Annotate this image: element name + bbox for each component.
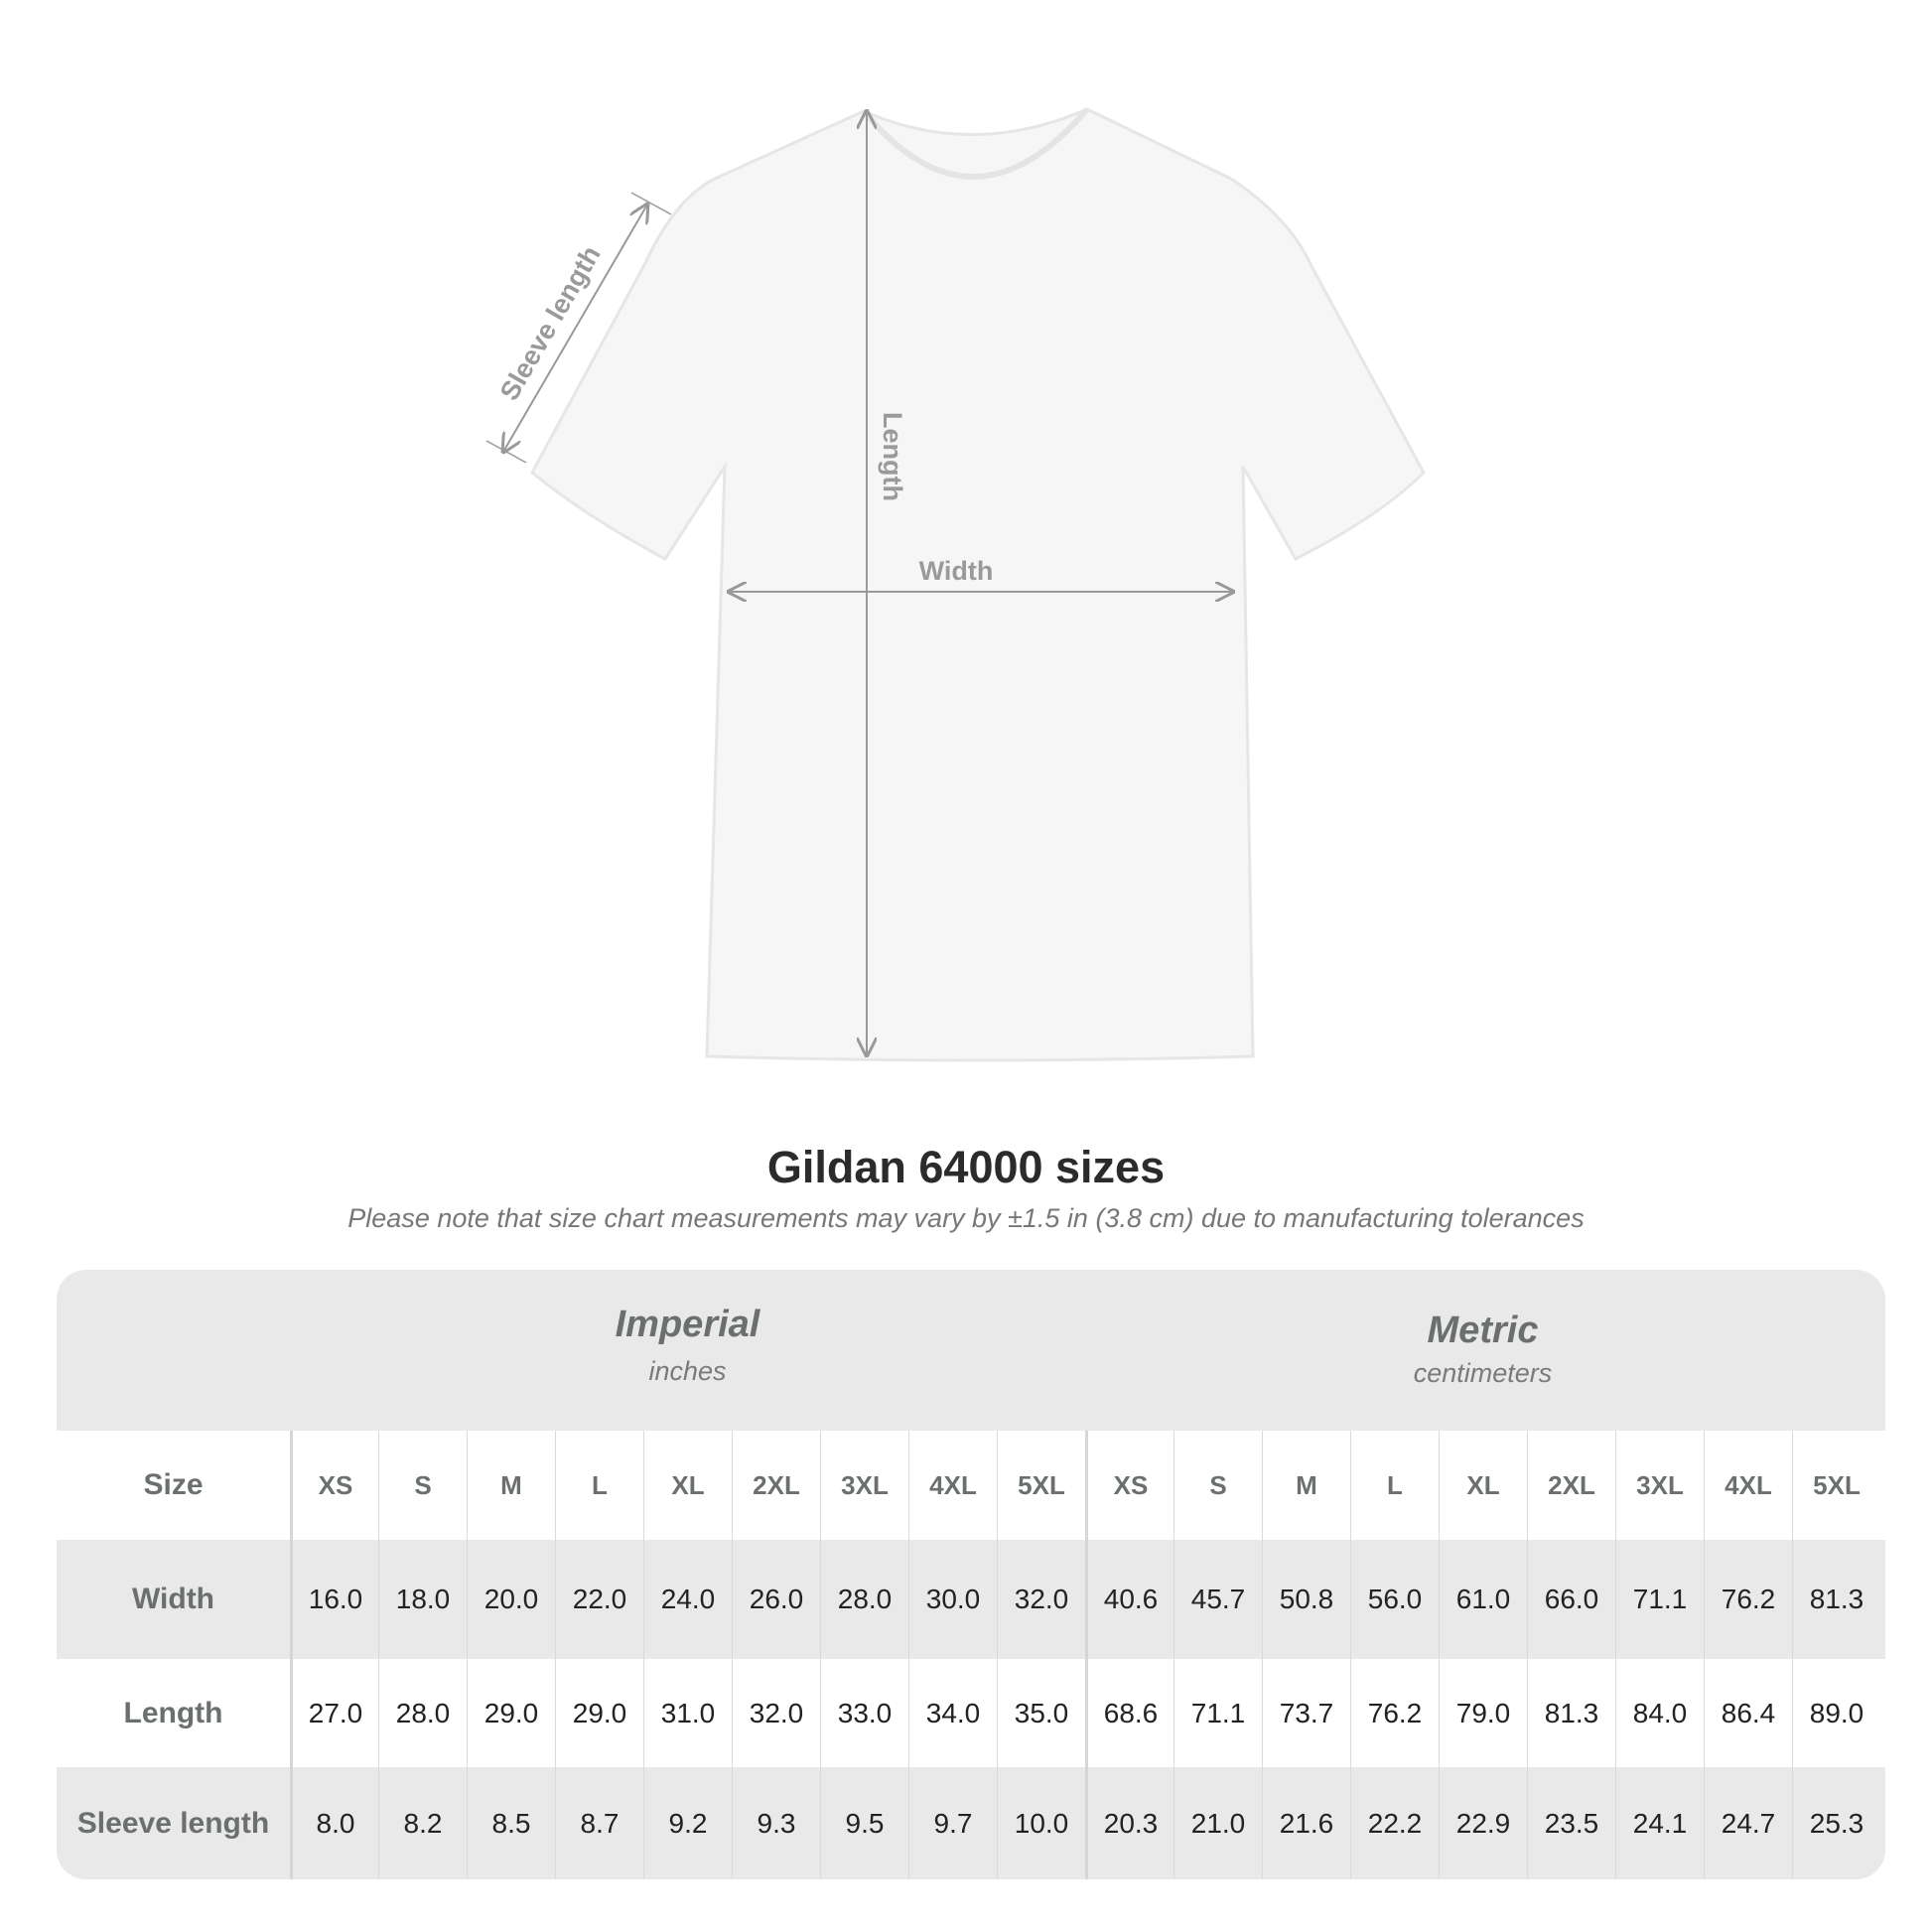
imperial-value-cell: 27.0	[290, 1659, 378, 1767]
imperial-size-header: 4XL	[908, 1431, 997, 1540]
imperial-value-cell: 8.0	[290, 1767, 378, 1879]
imperial-value-cell: 9.2	[643, 1767, 732, 1879]
tolerance-note: Please note that size chart measurements…	[347, 1203, 1585, 1233]
metric-title: Metric	[1427, 1310, 1539, 1351]
metric-size-header: 2XL	[1527, 1431, 1615, 1540]
metric-value-cell: 40.6	[1085, 1540, 1173, 1659]
imperial-value-cell: 9.5	[820, 1767, 908, 1879]
metric-value-cell: 71.1	[1615, 1540, 1704, 1659]
metric-value-cell: 73.7	[1262, 1659, 1350, 1767]
metric-value-cell: 25.3	[1792, 1767, 1880, 1879]
metric-value-cell: 71.1	[1173, 1659, 1262, 1767]
imperial-unit: inches	[648, 1356, 727, 1386]
metric-value-cell: 21.0	[1173, 1767, 1262, 1879]
imperial-value-cell: 26.0	[732, 1540, 820, 1659]
metric-value-cell: 24.7	[1704, 1767, 1792, 1879]
metric-unit: centimeters	[1413, 1358, 1553, 1388]
imperial-header: Imperial inches	[290, 1270, 1085, 1431]
metric-value-cell: 20.3	[1085, 1767, 1173, 1879]
imperial-size-header: S	[378, 1431, 467, 1540]
width-label: Width	[919, 556, 994, 586]
metric-value-cell: 68.6	[1085, 1659, 1173, 1767]
metric-size-header: S	[1173, 1431, 1262, 1540]
imperial-value-cell: 31.0	[643, 1659, 732, 1767]
metric-value-cell: 66.0	[1527, 1540, 1615, 1659]
metric-size-header: M	[1262, 1431, 1350, 1540]
imperial-value-cell: 22.0	[555, 1540, 643, 1659]
imperial-value-cell: 10.0	[997, 1767, 1085, 1879]
imperial-value-cell: 8.7	[555, 1767, 643, 1879]
imperial-value-cell: 35.0	[997, 1659, 1085, 1767]
imperial-value-cell: 30.0	[908, 1540, 997, 1659]
metric-value-cell: 79.0	[1439, 1659, 1527, 1767]
imperial-title: Imperial	[615, 1304, 760, 1345]
imperial-size-header: M	[467, 1431, 555, 1540]
imperial-value-cell: 16.0	[290, 1540, 378, 1659]
row-label: Sleeve length	[76, 1806, 270, 1840]
imperial-value-cell: 28.0	[378, 1659, 467, 1767]
collar	[861, 107, 1090, 180]
imperial-value-cell: 24.0	[643, 1540, 732, 1659]
imperial-value-cell: 18.0	[378, 1540, 467, 1659]
metric-size-header: 5XL	[1792, 1431, 1880, 1540]
metric-size-header: 3XL	[1615, 1431, 1704, 1540]
imperial-value-cell: 28.0	[820, 1540, 908, 1659]
metric-value-cell: 21.6	[1262, 1767, 1350, 1879]
imperial-value-cell: 20.0	[467, 1540, 555, 1659]
metric-value-cell: 76.2	[1704, 1540, 1792, 1659]
imperial-value-cell: 29.0	[467, 1659, 555, 1767]
imperial-size-header: L	[555, 1431, 643, 1540]
metric-value-cell: 76.2	[1350, 1659, 1439, 1767]
table-row: Length 27.0 28.0 29.0 29.0 31.0 32.0 33.0 34.0 35…	[57, 1659, 1885, 1767]
metric-value-cell: 89.0	[1792, 1659, 1880, 1767]
size-header-row: Size XS S M L XL 2XL 3XL 4XL 5XL XS S M L XL 2XL 3XL 4XL 5…	[57, 1431, 1885, 1540]
imperial-value-cell: 32.0	[997, 1540, 1085, 1659]
imperial-size-header: 5XL	[997, 1431, 1085, 1540]
imperial-value-cell: 29.0	[555, 1659, 643, 1767]
imperial-size-header: XL	[643, 1431, 732, 1540]
metric-value-cell: 86.4	[1704, 1659, 1792, 1767]
length-label: Length	[878, 412, 907, 501]
imperial-size-header: 3XL	[820, 1431, 908, 1540]
imperial-size-header: 2XL	[732, 1431, 820, 1540]
sleeve-arrow	[503, 205, 647, 452]
imperial-value-cell: 32.0	[732, 1659, 820, 1767]
table-row: Sleeve length 8.0 8.2 8.5 8.7 9.2 9.3 9.5 9.7 10.…	[57, 1767, 1885, 1879]
metric-size-header: 4XL	[1704, 1431, 1792, 1540]
imperial-value-cell: 9.3	[732, 1767, 820, 1879]
metric-value-cell: 45.7	[1173, 1540, 1262, 1659]
imperial-value-cell: 8.2	[378, 1767, 467, 1879]
size-table: Imperial inches Metric centimeters Size X…	[57, 1270, 1885, 1879]
imperial-value-cell: 8.5	[467, 1767, 555, 1879]
metric-value-cell: 81.3	[1527, 1659, 1615, 1767]
imperial-value-cell: 34.0	[908, 1659, 997, 1767]
imperial-size-header: XS	[290, 1431, 378, 1540]
metric-value-cell: 22.9	[1439, 1767, 1527, 1879]
metric-value-cell: 84.0	[1615, 1659, 1704, 1767]
row-label: Width	[131, 1583, 215, 1615]
metric-value-cell: 81.3	[1792, 1540, 1880, 1659]
tshirt-diagram: Width Length Sleeve length	[485, 107, 1426, 1062]
imperial-value-cell: 9.7	[908, 1767, 997, 1879]
imperial-value-cell: 33.0	[820, 1659, 908, 1767]
metric-header: Metric centimeters	[1085, 1270, 1880, 1431]
metric-size-header: XL	[1439, 1431, 1527, 1540]
chart-title: Gildan 64000 sizes	[766, 1142, 1166, 1192]
metric-value-cell: 56.0	[1350, 1540, 1439, 1659]
metric-value-cell: 22.2	[1350, 1767, 1439, 1879]
metric-value-cell: 50.8	[1262, 1540, 1350, 1659]
metric-size-header: L	[1350, 1431, 1439, 1540]
metric-value-cell: 24.1	[1615, 1767, 1704, 1879]
metric-value-cell: 23.5	[1527, 1767, 1615, 1879]
row-label: Size	[143, 1468, 204, 1501]
table-row: Width 16.0 18.0 20.0 22.0 24.0 26.0 28.0 30.0 32.…	[57, 1540, 1885, 1659]
metric-value-cell: 61.0	[1439, 1540, 1527, 1659]
row-label: Length	[123, 1696, 223, 1729]
metric-size-header: XS	[1085, 1431, 1173, 1540]
